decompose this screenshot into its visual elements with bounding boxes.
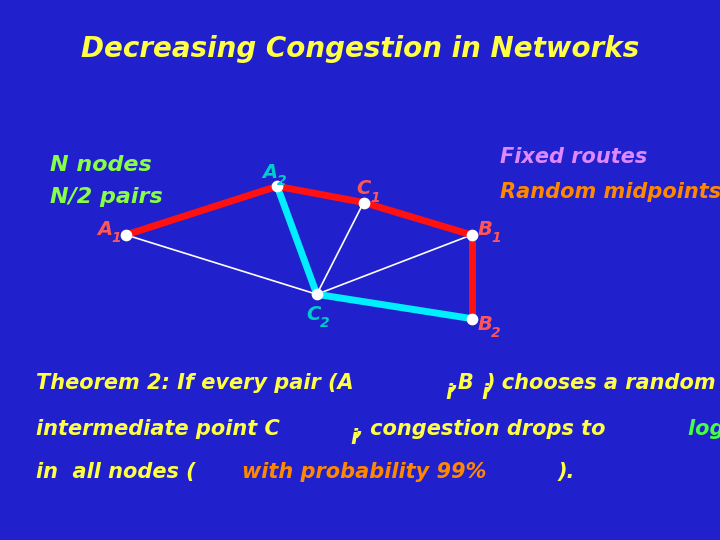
Text: with probability 99%: with probability 99% [242,462,486,482]
Text: 1: 1 [370,191,380,205]
Text: 1: 1 [491,231,501,245]
Text: 2: 2 [276,174,287,188]
Text: Decreasing Congestion in Networks: Decreasing Congestion in Networks [81,35,639,63]
Text: ).: ). [557,462,575,482]
Text: i: i [446,382,453,402]
Point [311,290,323,299]
Point [466,231,477,239]
Text: B: B [477,220,492,239]
Point [466,314,477,323]
Text: Fixed routes: Fixed routes [500,146,648,167]
Text: 2: 2 [320,316,330,330]
Text: Random midpoints: Random midpoints [500,181,720,202]
Text: i: i [351,428,358,448]
Text: N nodes: N nodes [50,154,152,175]
Text: in  all nodes (: in all nodes ( [36,462,196,482]
Text: A: A [96,220,112,239]
Text: 1: 1 [111,231,121,245]
Point [358,198,369,207]
Text: i: i [481,382,488,402]
Text: ) chooses a random: ) chooses a random [486,373,716,393]
Text: , congestion drops to: , congestion drops to [355,418,613,438]
Text: log N: log N [688,418,720,438]
Point [120,231,132,239]
Text: C: C [306,305,320,325]
Text: B: B [477,314,492,334]
Text: C: C [356,179,371,199]
Text: Theorem 2: If every pair (A: Theorem 2: If every pair (A [36,373,354,393]
Text: 2: 2 [491,326,501,340]
Point [271,182,283,191]
Text: N/2 pairs: N/2 pairs [50,187,163,207]
Text: ,B: ,B [451,373,474,393]
Text: A: A [262,163,278,183]
Text: intermediate point C: intermediate point C [36,418,280,438]
